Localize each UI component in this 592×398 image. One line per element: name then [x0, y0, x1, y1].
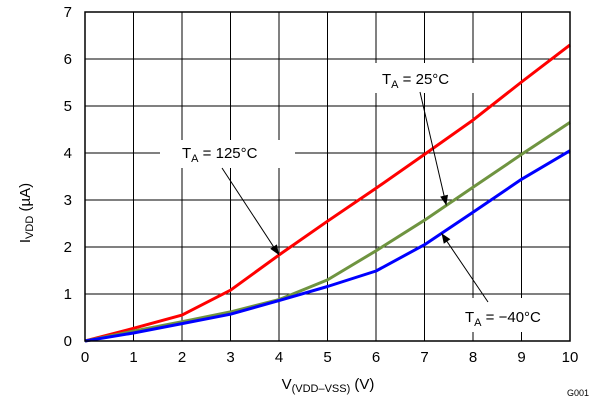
arrowhead-icon: [441, 233, 451, 244]
series-label-1: TA = 25°C: [368, 63, 480, 206]
series-label-text: TA = −40°C: [465, 309, 541, 329]
x-tick-label: 6: [372, 349, 380, 366]
figure-code: G001: [567, 388, 589, 398]
y-axis-title-suffix: (µA): [17, 183, 34, 216]
annotation-arrow: [441, 233, 489, 303]
series-label-0: TA = 125°C: [160, 140, 295, 256]
series-line-0: [84, 43, 571, 343]
x-tick-label: 3: [226, 349, 234, 366]
series-line-1: [84, 121, 571, 343]
label-sub: A: [474, 317, 482, 329]
x-tick-label: 2: [178, 349, 186, 366]
y-tick-labels: 0 1 2 3 4 5 6 7: [64, 4, 72, 350]
arrowhead-icon: [270, 244, 279, 255]
y-tick-label: 0: [64, 333, 72, 350]
x-tick-label: 4: [275, 349, 283, 366]
series-label-text: TA = 25°C: [382, 71, 449, 91]
x-tick-label: 7: [420, 349, 428, 366]
label-main: T: [465, 309, 474, 326]
y-tick-label: 6: [64, 51, 72, 68]
plot-frame: [84, 11, 571, 342]
arrowhead-icon: [440, 194, 448, 206]
y-tick-label: 5: [64, 98, 72, 115]
y-tick-label: 2: [64, 239, 72, 256]
y-tick-label: 7: [64, 4, 72, 21]
label-main: T: [382, 71, 391, 88]
grid: [84, 11, 571, 342]
y-tick-label: 1: [64, 286, 72, 303]
x-tick-labels: 0 1 2 3 4 5 6 7 8 9 10: [81, 349, 579, 366]
label-suffix: = −40°C: [482, 309, 542, 326]
label-sub: A: [191, 153, 199, 165]
annotation-arrow: [221, 167, 280, 256]
x-tick-label: 8: [469, 349, 477, 366]
x-tick-label: 1: [129, 349, 137, 366]
label-main: T: [182, 145, 191, 162]
label-background: [368, 63, 480, 93]
x-axis-title-sub: (VDD–VSS): [292, 383, 351, 395]
x-axis-title-suffix: (V): [350, 376, 374, 393]
label-suffix: = 125°C: [199, 145, 258, 162]
annotation-arrow: [419, 91, 447, 206]
series-lines: [84, 43, 571, 343]
x-tick-label: 5: [323, 349, 331, 366]
x-axis-title: V(VDD–VSS) (V): [282, 376, 375, 395]
x-axis-title-main: V: [282, 376, 292, 393]
y-tick-label: 4: [64, 145, 72, 162]
label-suffix: = 25°C: [399, 71, 450, 88]
label-background: [450, 298, 568, 332]
y-tick-label: 3: [64, 192, 72, 209]
x-tick-label: 0: [81, 349, 89, 366]
series-line-2: [84, 149, 571, 343]
y-axis-title: IVDD (µA): [17, 183, 36, 243]
y-axis-title-main: I: [17, 239, 34, 243]
label-sub: A: [391, 79, 399, 91]
series-label-2: TA = −40°C: [441, 233, 568, 332]
y-axis-title-sub: VDD: [24, 216, 36, 239]
series-label-text: TA = 125°C: [182, 145, 258, 165]
x-tick-label: 10: [562, 349, 579, 366]
label-background: [160, 140, 295, 168]
annotations: TA = 125°CTA = 25°CTA = −40°C: [160, 63, 568, 332]
x-tick-label: 9: [517, 349, 525, 366]
